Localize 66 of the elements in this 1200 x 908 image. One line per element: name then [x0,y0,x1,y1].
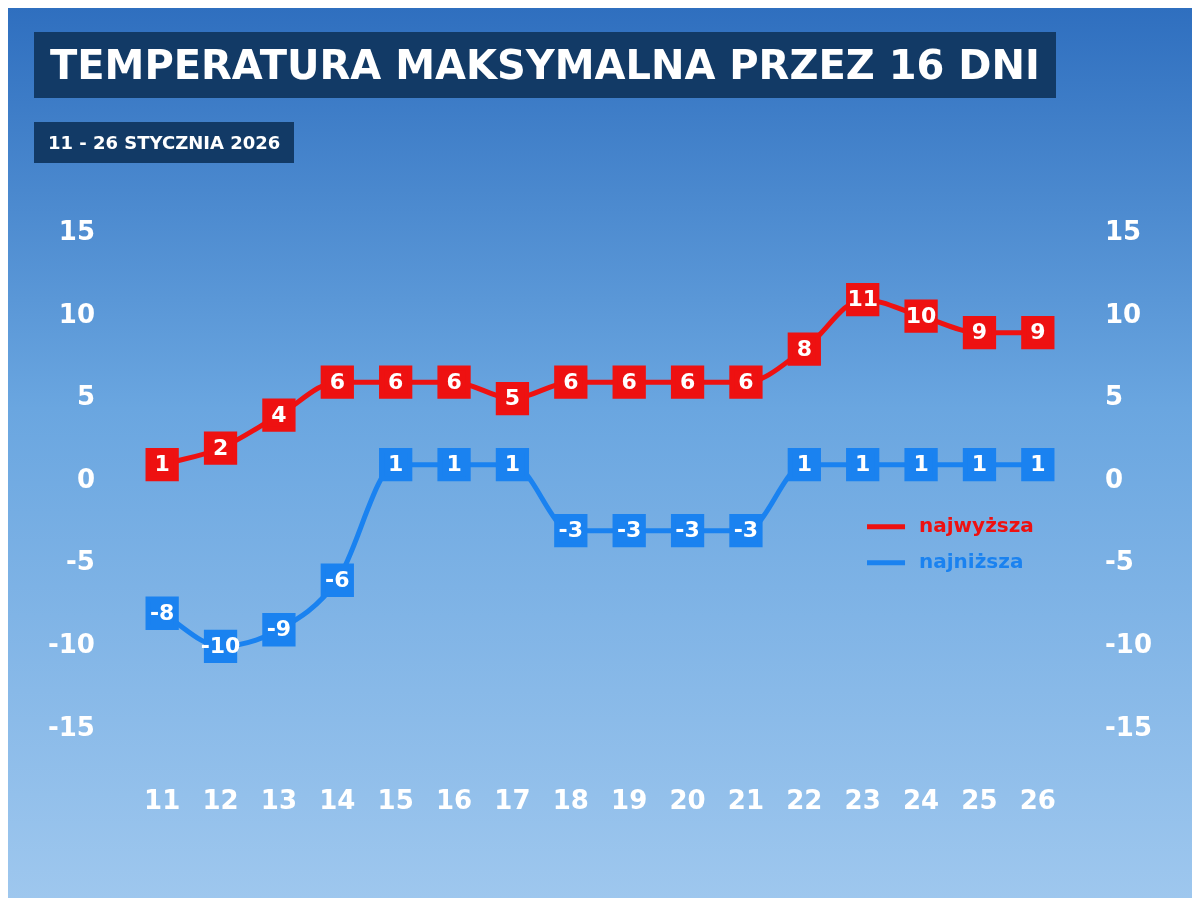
data-label: -3 [558,517,584,543]
chart-title: TEMPERATURA MAKSYMALNA PRZEZ 16 DNI [34,32,1056,98]
y2-tick-label: 5 [1105,381,1124,412]
data-label: 6 [621,368,637,394]
y-tick-label: 0 [76,463,95,494]
data-label: 6 [446,368,462,394]
chart-subtitle: 11 - 26 STYCZNIA 2026 [34,122,295,163]
x-tick-label: 20 [669,785,706,816]
x-tick-label: 21 [727,785,765,816]
y2-tick-label: -10 [1105,629,1153,660]
data-label: 6 [738,368,754,394]
y-tick-label: -5 [66,546,95,577]
data-label: 2 [212,434,229,460]
data-label: 1 [913,451,929,477]
data-label: 4 [271,401,287,427]
x-tick-label: 26 [1019,785,1056,816]
y2-tick-label: 0 [1105,463,1124,494]
legend-label: najwyższa [919,513,1034,537]
y2-tick-label: -5 [1105,546,1134,577]
y2-tick-label: 10 [1105,298,1142,329]
data-label: 5 [504,385,521,411]
x-tick-label: 25 [961,785,998,816]
data-label: 10 [905,302,937,328]
data-label: -6 [325,566,350,592]
x-tick-label: 15 [377,785,414,816]
data-label: 1 [796,451,812,477]
x-tick-label: 12 [202,785,239,816]
y-tick-label: -15 [47,711,95,742]
data-label: 1 [446,451,462,477]
data-label: 1 [154,451,170,477]
data-label: 1 [855,451,871,477]
data-label: 6 [679,368,696,394]
y2-tick-label: -15 [1105,711,1153,742]
x-tick-label: 11 [144,785,181,816]
x-tick-label: 22 [786,785,823,816]
y-tick-label: 5 [76,381,95,412]
x-tick-label: 24 [902,785,940,816]
data-label: -8 [149,599,175,625]
data-label: -3 [616,517,642,543]
data-label: 11 [847,286,879,312]
x-tick-label: 19 [611,785,648,816]
data-label: -10 [200,632,241,658]
x-tick-label: 18 [552,785,589,816]
data-label: -3 [733,517,759,543]
x-tick-label: 17 [494,785,531,816]
data-label: 6 [329,368,345,394]
data-label: -9 [266,616,292,642]
data-label: 6 [563,368,579,394]
y-tick-label: -10 [47,629,95,660]
x-tick-label: 16 [435,785,473,816]
y-tick-label: 15 [58,216,95,247]
data-label: 1 [504,451,521,477]
y2-tick-label: 15 [1105,216,1142,247]
data-label: 9 [1030,319,1046,345]
data-label: 9 [971,319,988,345]
data-label: 1 [971,451,988,477]
data-label: 6 [388,368,404,394]
data-label: 1 [1030,451,1046,477]
data-label: 1 [388,451,404,477]
data-label: -3 [675,517,700,543]
data-label: 8 [796,335,812,361]
x-tick-label: 13 [260,785,298,816]
x-tick-label: 23 [844,785,881,816]
y-tick-label: 10 [58,298,95,329]
x-tick-label: 14 [319,785,356,816]
legend-label: najniższa [919,549,1024,573]
